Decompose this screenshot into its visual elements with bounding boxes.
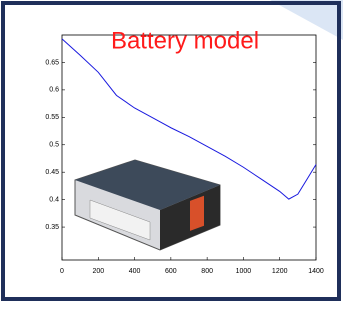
chart: Battery model 0.35 0.4 0.45 0.5 0.55 0.6 0.65 0…: [0, 0, 343, 305]
x-tick-label: 1400: [308, 268, 324, 275]
y-tick-label: 0.5: [49, 142, 59, 149]
x-tick-label: 0: [60, 268, 64, 275]
x-tick-label: 1200: [272, 268, 288, 275]
y-tick-label: 0.4: [49, 196, 59, 203]
page: Battery model 0.35 0.4 0.45 0.5 0.55 0.6 0.65 0…: [0, 0, 343, 310]
y-tick-label: 0.35: [45, 224, 59, 231]
battery-label: [190, 196, 204, 231]
y-tick-label: 0.55: [45, 114, 59, 121]
y-tick-label: 0.6: [49, 87, 59, 94]
chart-title: Battery model: [111, 27, 259, 54]
x-tick-label: 800: [201, 268, 213, 275]
x-tick-label: 400: [129, 268, 141, 275]
y-tick-label: 0.45: [45, 169, 59, 176]
y-tick-label: 0.65: [45, 59, 59, 66]
x-tick-label: 600: [165, 268, 177, 275]
x-tick-label: 1000: [236, 268, 252, 275]
x-tick-label: 200: [92, 268, 104, 275]
